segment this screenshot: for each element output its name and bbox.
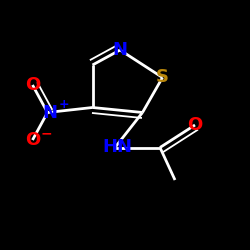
Text: +: + [58,98,69,112]
Text: −: − [40,127,52,141]
Text: O: O [25,131,40,149]
Text: O: O [188,116,202,134]
Text: S: S [156,68,169,86]
Text: N: N [112,41,128,59]
Text: O: O [25,76,40,94]
Text: HN: HN [102,138,132,156]
Text: N: N [42,104,58,122]
